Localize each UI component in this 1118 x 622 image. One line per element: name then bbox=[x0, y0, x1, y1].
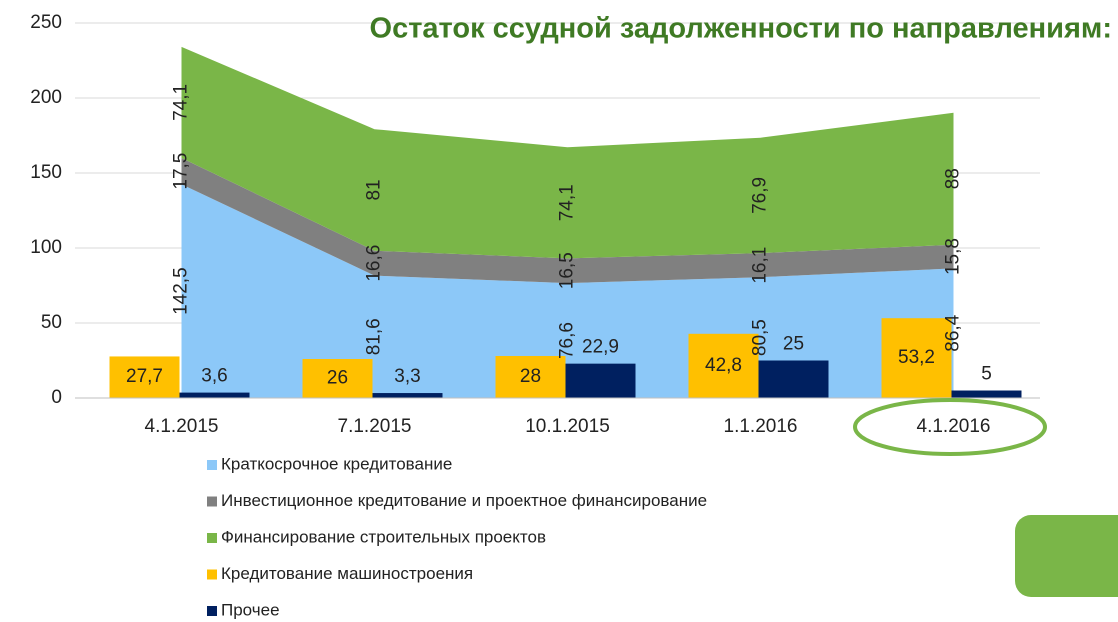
legend-label: Прочее bbox=[221, 600, 280, 619]
y-tick-label: 0 bbox=[51, 387, 62, 408]
bar bbox=[565, 363, 636, 398]
value-label: 53,2 bbox=[898, 347, 935, 368]
value-label: 74,1 bbox=[557, 184, 578, 221]
x-tick-label: 7.1.2015 bbox=[338, 416, 412, 437]
value-label: 81 bbox=[364, 179, 385, 200]
bar bbox=[495, 356, 566, 398]
bar bbox=[179, 392, 250, 398]
value-label: 3,6 bbox=[201, 366, 227, 387]
value-label: 16,6 bbox=[364, 245, 385, 282]
legend-swatch bbox=[207, 460, 217, 470]
y-tick-label: 100 bbox=[30, 237, 62, 258]
x-tick-label: 1.1.2016 bbox=[724, 416, 798, 437]
legend-swatch bbox=[207, 569, 217, 580]
decor-box bbox=[1015, 515, 1118, 597]
y-tick-label: 150 bbox=[30, 162, 62, 183]
value-label: 16,5 bbox=[557, 252, 578, 289]
bar bbox=[881, 318, 952, 398]
legend-label: Краткосрочное кредитование bbox=[221, 454, 452, 473]
bar bbox=[758, 360, 829, 398]
plot: 0 50 100 150 200 250 4.1.2015 7.1.2015 10.1.2015… bbox=[30, 12, 1040, 437]
value-label: 3,3 bbox=[394, 366, 420, 387]
value-label: 16,1 bbox=[750, 247, 771, 284]
value-label: 22,9 bbox=[582, 337, 619, 358]
legend-swatch bbox=[207, 496, 217, 507]
x-tick-label: 10.1.2015 bbox=[525, 416, 610, 437]
value-label: 27,7 bbox=[126, 366, 163, 387]
legend-swatch bbox=[207, 533, 217, 543]
area bbox=[181, 184, 954, 398]
legend-swatch bbox=[207, 606, 217, 616]
bar bbox=[688, 333, 759, 398]
highlight-ellipse bbox=[853, 398, 1047, 456]
legend-label: Финансирование строительных проектов bbox=[221, 527, 546, 546]
value-label: 25 bbox=[783, 334, 804, 355]
value-label: 28 bbox=[520, 366, 541, 387]
area bbox=[181, 158, 954, 284]
chart-title: Остаток ссудной задолженности по направл… bbox=[370, 13, 1112, 45]
bar bbox=[302, 359, 373, 398]
value-label: 17,5 bbox=[171, 153, 192, 190]
y-tick-label: 200 bbox=[30, 87, 62, 108]
value-label: 74,1 bbox=[171, 84, 192, 121]
value-label: 76,6 bbox=[557, 322, 578, 359]
x-tick-label: 4.1.2015 bbox=[145, 416, 219, 437]
value-label: 42,8 bbox=[705, 355, 742, 376]
value-label: 76,9 bbox=[750, 177, 771, 214]
y-tick-label: 50 bbox=[41, 312, 62, 333]
y-tick-label: 250 bbox=[30, 12, 62, 33]
legend-label: Кредитование машиностроения bbox=[221, 564, 473, 583]
value-label: 88 bbox=[943, 168, 964, 189]
x-tick-label: 4.1.2016 bbox=[917, 416, 991, 437]
bar bbox=[109, 356, 180, 398]
value-label: 15,8 bbox=[943, 238, 964, 275]
area bbox=[181, 46, 954, 259]
value-label: 81,6 bbox=[364, 318, 385, 355]
value-label: 5 bbox=[981, 364, 992, 385]
bar bbox=[372, 393, 443, 398]
legend-label: Инвестиционное кредитование и проектное … bbox=[221, 491, 707, 510]
value-label: 26 bbox=[327, 368, 348, 389]
value-label: 80,5 bbox=[750, 319, 771, 356]
bar bbox=[951, 390, 1022, 398]
value-label: 86,4 bbox=[943, 314, 964, 351]
value-label: 142,5 bbox=[171, 267, 192, 315]
